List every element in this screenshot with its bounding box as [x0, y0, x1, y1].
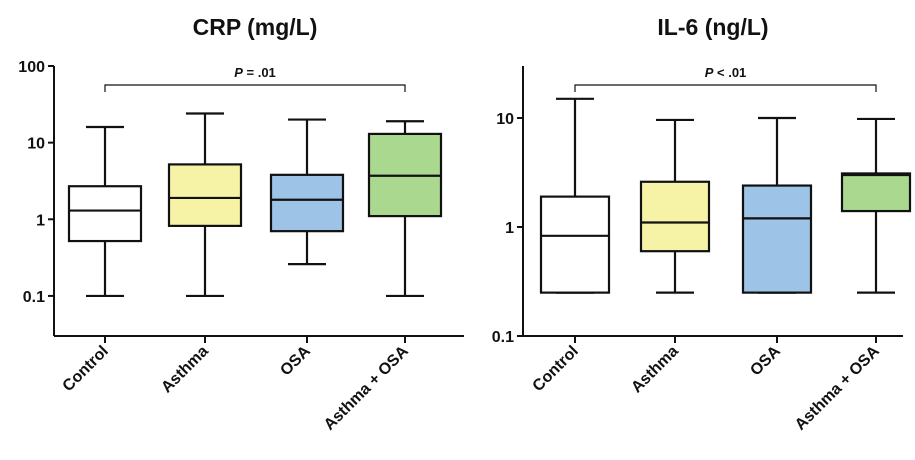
box-group	[67, 125, 143, 298]
chart-title: IL-6 (ng/L)	[657, 14, 768, 40]
iqr-box	[639, 180, 711, 253]
category-label: Control	[530, 343, 582, 395]
category-label: Asthma + OSA	[792, 342, 883, 433]
y-tick-label: 1	[505, 220, 514, 237]
iqr-box	[67, 185, 143, 243]
category-label: Control	[60, 343, 112, 395]
p-value-label: P = .01	[234, 65, 276, 80]
chart-panel-0: CRP (mg/L) 0.1 1 10 100 Control Asthma OSA Asthm…	[18, 14, 464, 434]
chart-panel-1: IL-6 (ng/L) 0.1 1 10 Control Asthma OSA Asthma …	[492, 14, 912, 434]
box-group	[367, 120, 443, 298]
y-tick-label: 100	[18, 59, 45, 76]
box-group	[840, 117, 912, 294]
box-group	[539, 97, 611, 294]
y-tick-label: 10	[496, 111, 514, 128]
p-value-label: P < .01	[705, 65, 747, 80]
category-label: Asthma + OSA	[321, 342, 412, 433]
box-group	[741, 116, 813, 294]
iqr-box	[539, 195, 611, 294]
p-value-symbol: P	[705, 65, 714, 80]
significance-bracket	[574, 84, 877, 92]
iqr-box	[741, 184, 813, 294]
iqr-box	[840, 172, 912, 213]
y-tick-label: 10	[27, 136, 45, 153]
category-label: Asthma	[628, 343, 682, 397]
box-group	[269, 118, 345, 266]
y-tick-label: 0.1	[23, 289, 45, 306]
p-value-text: < .01	[713, 65, 746, 80]
category-label: Asthma	[158, 343, 212, 397]
iqr-box	[269, 173, 345, 233]
y-tick-label: 1	[36, 212, 45, 229]
significance-bracket	[104, 84, 406, 92]
y-tick-label: 0.1	[492, 329, 514, 346]
p-value-symbol: P	[234, 65, 243, 80]
p-value-text: = .01	[243, 65, 276, 80]
box-group	[639, 118, 711, 294]
category-label: OSA	[747, 342, 784, 379]
chart-title: CRP (mg/L)	[193, 14, 318, 40]
box-group	[167, 112, 243, 298]
iqr-box	[167, 163, 243, 227]
category-label: OSA	[277, 342, 314, 379]
